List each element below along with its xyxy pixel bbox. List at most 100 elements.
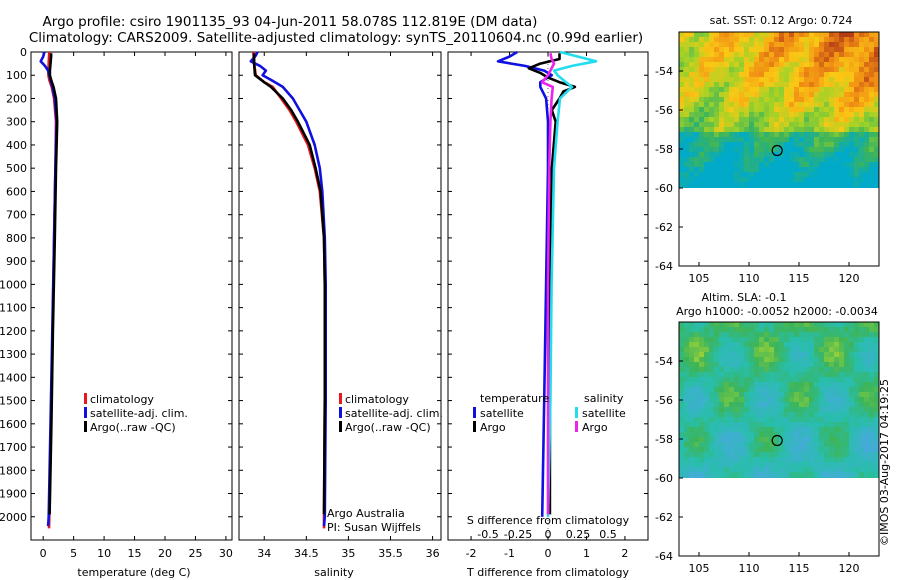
heatmap-cell [859,352,864,357]
heatmap-cell [874,382,879,387]
heatmap-cell [804,47,809,52]
heatmap-cell [734,177,739,182]
heatmap-cell [834,182,839,187]
heatmap-cell [704,167,709,172]
heatmap-cell [709,142,714,147]
heatmap-cell [854,332,859,337]
heatmap-cell [844,117,849,122]
heatmap-cell [734,347,739,352]
heatmap-cell [744,387,749,392]
heatmap-cell [864,452,869,457]
heatmap-cell [869,402,874,407]
depth-tick-label: 800 [6,232,27,245]
heatmap-cell [789,447,794,452]
heatmap-cell [719,172,724,177]
heatmap-cell [734,112,739,117]
heatmap-cell [864,402,869,407]
heatmap-cell [739,442,744,447]
heatmap-cell [864,107,869,112]
heatmap-cell [814,412,819,417]
heatmap-cell [804,432,809,437]
heatmap-cell [699,62,704,67]
heatmap-cell [734,102,739,107]
heatmap-cell [739,142,744,147]
heatmap-cell [784,412,789,417]
heatmap-cell [804,462,809,467]
heatmap-cell [854,97,859,102]
heatmap-cell [859,62,864,67]
heatmap-cell [804,327,809,332]
map-lat-label: -62 [655,511,673,524]
heatmap-cell [764,137,769,142]
heatmap-cell [704,437,709,442]
heatmap-cell [874,377,879,382]
heatmap-cell [709,77,714,82]
heatmap-cell [714,47,719,52]
s-tick-label: 0.5 [599,528,617,541]
heatmap-cell [699,137,704,142]
heatmap-cell [864,172,869,177]
heatmap-cell [814,47,819,52]
heatmap-cell [749,357,754,362]
heatmap-cell [869,157,874,162]
heatmap-cell [719,447,724,452]
heatmap-cell [779,422,784,427]
heatmap-cell [779,187,784,188]
heatmap-cell [694,127,699,132]
heatmap-cell [749,162,754,167]
heatmap-cell [754,72,759,77]
heatmap-cell [684,97,689,102]
heatmap-cell [799,472,804,477]
heatmap-cell [804,452,809,457]
heatmap-cell [769,172,774,177]
heatmap-cell [789,362,794,367]
heatmap-cell [699,92,704,97]
depth-tick-label: 200 [6,92,27,105]
heatmap-cell [794,142,799,147]
heatmap-cell [834,367,839,372]
heatmap-cell [714,152,719,157]
heatmap-cell [784,77,789,82]
heatmap-cell [759,387,764,392]
heatmap-cell [759,392,764,397]
heatmap-cell [739,172,744,177]
heatmap-cell [734,392,739,397]
heatmap-cell [769,162,774,167]
heatmap-cell [824,417,829,422]
heatmap-cell [789,82,794,87]
heatmap-cell [679,382,684,387]
series-line [252,53,327,515]
heatmap-cell [859,32,864,37]
heatmap-cell [819,472,824,477]
heatmap-cell [764,182,769,187]
heatmap-cell [794,32,799,37]
heatmap-cell [854,182,859,187]
heatmap-cell [759,397,764,402]
heatmap-cell [804,147,809,152]
heatmap-cell [709,417,714,422]
heatmap-cell [774,367,779,372]
heatmap-cell [864,162,869,167]
heatmap-cell [784,447,789,452]
heatmap-cell [829,442,834,447]
heatmap-cell [804,477,809,478]
legend-swatch-satellite [339,407,342,418]
x-tick-label: 10 [97,547,111,560]
map-lon-label: 115 [789,562,810,575]
heatmap-cell [734,52,739,57]
heatmap-cell [824,112,829,117]
heatmap-cell [794,432,799,437]
heatmap-cell [679,127,684,132]
heatmap-cell [764,62,769,67]
heatmap-cell [799,182,804,187]
heatmap-cell [849,152,854,157]
heatmap-cell [719,422,724,427]
heatmap-cell [764,157,769,162]
heatmap-cell [774,37,779,42]
heatmap-cell [699,152,704,157]
heatmap-cell [804,77,809,82]
heatmap-cell [834,112,839,117]
heatmap-cell [809,457,814,462]
heatmap-cell [869,382,874,387]
heatmap-cell [819,72,824,77]
